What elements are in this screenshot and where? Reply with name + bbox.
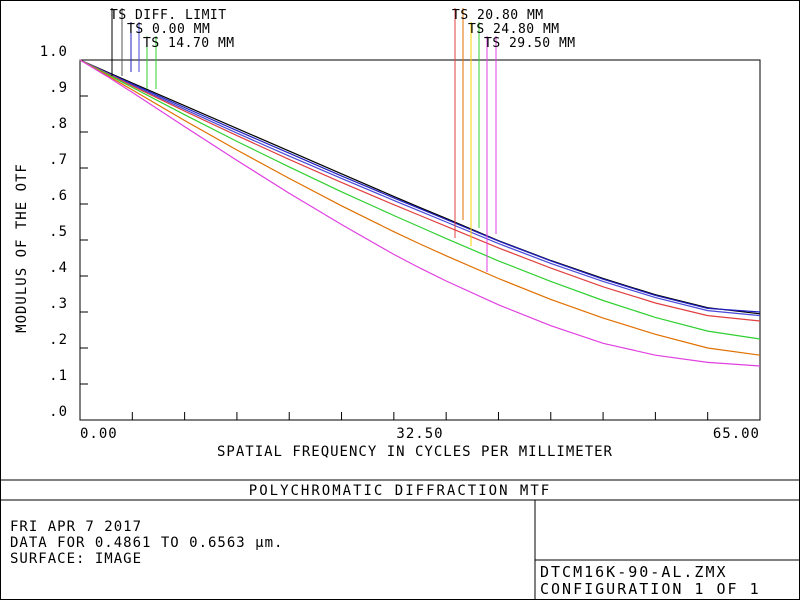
x-axis-ticks	[79, 412, 761, 420]
footer-date: FRI APR 7 2017	[10, 519, 142, 535]
y-axis-title: MODULUS OF THE OTF	[14, 163, 30, 333]
legend-markers	[111, 8, 497, 272]
y-tick-label: .2	[49, 332, 68, 348]
series-line-0	[79, 59, 761, 315]
series-line-6	[79, 59, 761, 367]
chart-title: POLYCHROMATIC DIFFRACTION MTF	[249, 483, 551, 499]
y-tick-label: .0	[49, 404, 68, 420]
series-line-2	[79, 59, 761, 317]
x-tick-label: 32.50	[396, 426, 443, 442]
x-tick-label: 0.00	[80, 426, 118, 442]
footer-configuration: CONFIGURATION 1 OF 1	[540, 580, 761, 598]
footer-file-name: DTCM16K-90-AL.ZMX	[540, 563, 728, 581]
series-line-1	[79, 59, 761, 313]
x-axis-title: SPATIAL FREQUENCY IN CYCLES PER MILLIMET…	[217, 444, 613, 460]
y-tick-label: .3	[49, 296, 68, 312]
y-tick-labels: 1.0 .9 .8 .7 .6 .5 .4 .3 .2 .1 .0	[40, 44, 68, 420]
legend-label-ts-14-70: TS 14.70 MM	[143, 36, 235, 51]
legend-label-ts-29-50: TS 29.50 MM	[484, 36, 576, 51]
y-tick-label: 1.0	[40, 44, 68, 60]
y-tick-label: .1	[49, 368, 68, 384]
legend-label-diff-limit: TS DIFF. LIMIT	[110, 8, 227, 23]
legend-label-ts-20-80: TS 20.80 MM	[452, 8, 544, 23]
footer-data-range: DATA FOR 0.4861 TO 0.6563 µm.	[10, 535, 283, 551]
y-tick-label: .7	[49, 152, 68, 168]
y-tick-label: .6	[49, 188, 68, 204]
series-lines	[79, 59, 761, 367]
y-tick-label: .9	[49, 80, 68, 96]
y-axis-ticks	[80, 59, 88, 421]
y-tick-label: .8	[49, 116, 68, 132]
y-tick-label: .4	[49, 260, 68, 276]
series-line-5	[79, 59, 761, 356]
series-line-3	[79, 59, 761, 322]
legend-label-ts-24-80: TS 24.80 MM	[468, 22, 560, 37]
footer-surface: SURFACE: IMAGE	[10, 551, 142, 567]
legend-label-ts-0: TS 0.00 MM	[127, 22, 210, 37]
y-tick-label: .5	[49, 224, 68, 240]
x-tick-label: 65.00	[713, 426, 760, 442]
series-line-4	[79, 59, 761, 340]
